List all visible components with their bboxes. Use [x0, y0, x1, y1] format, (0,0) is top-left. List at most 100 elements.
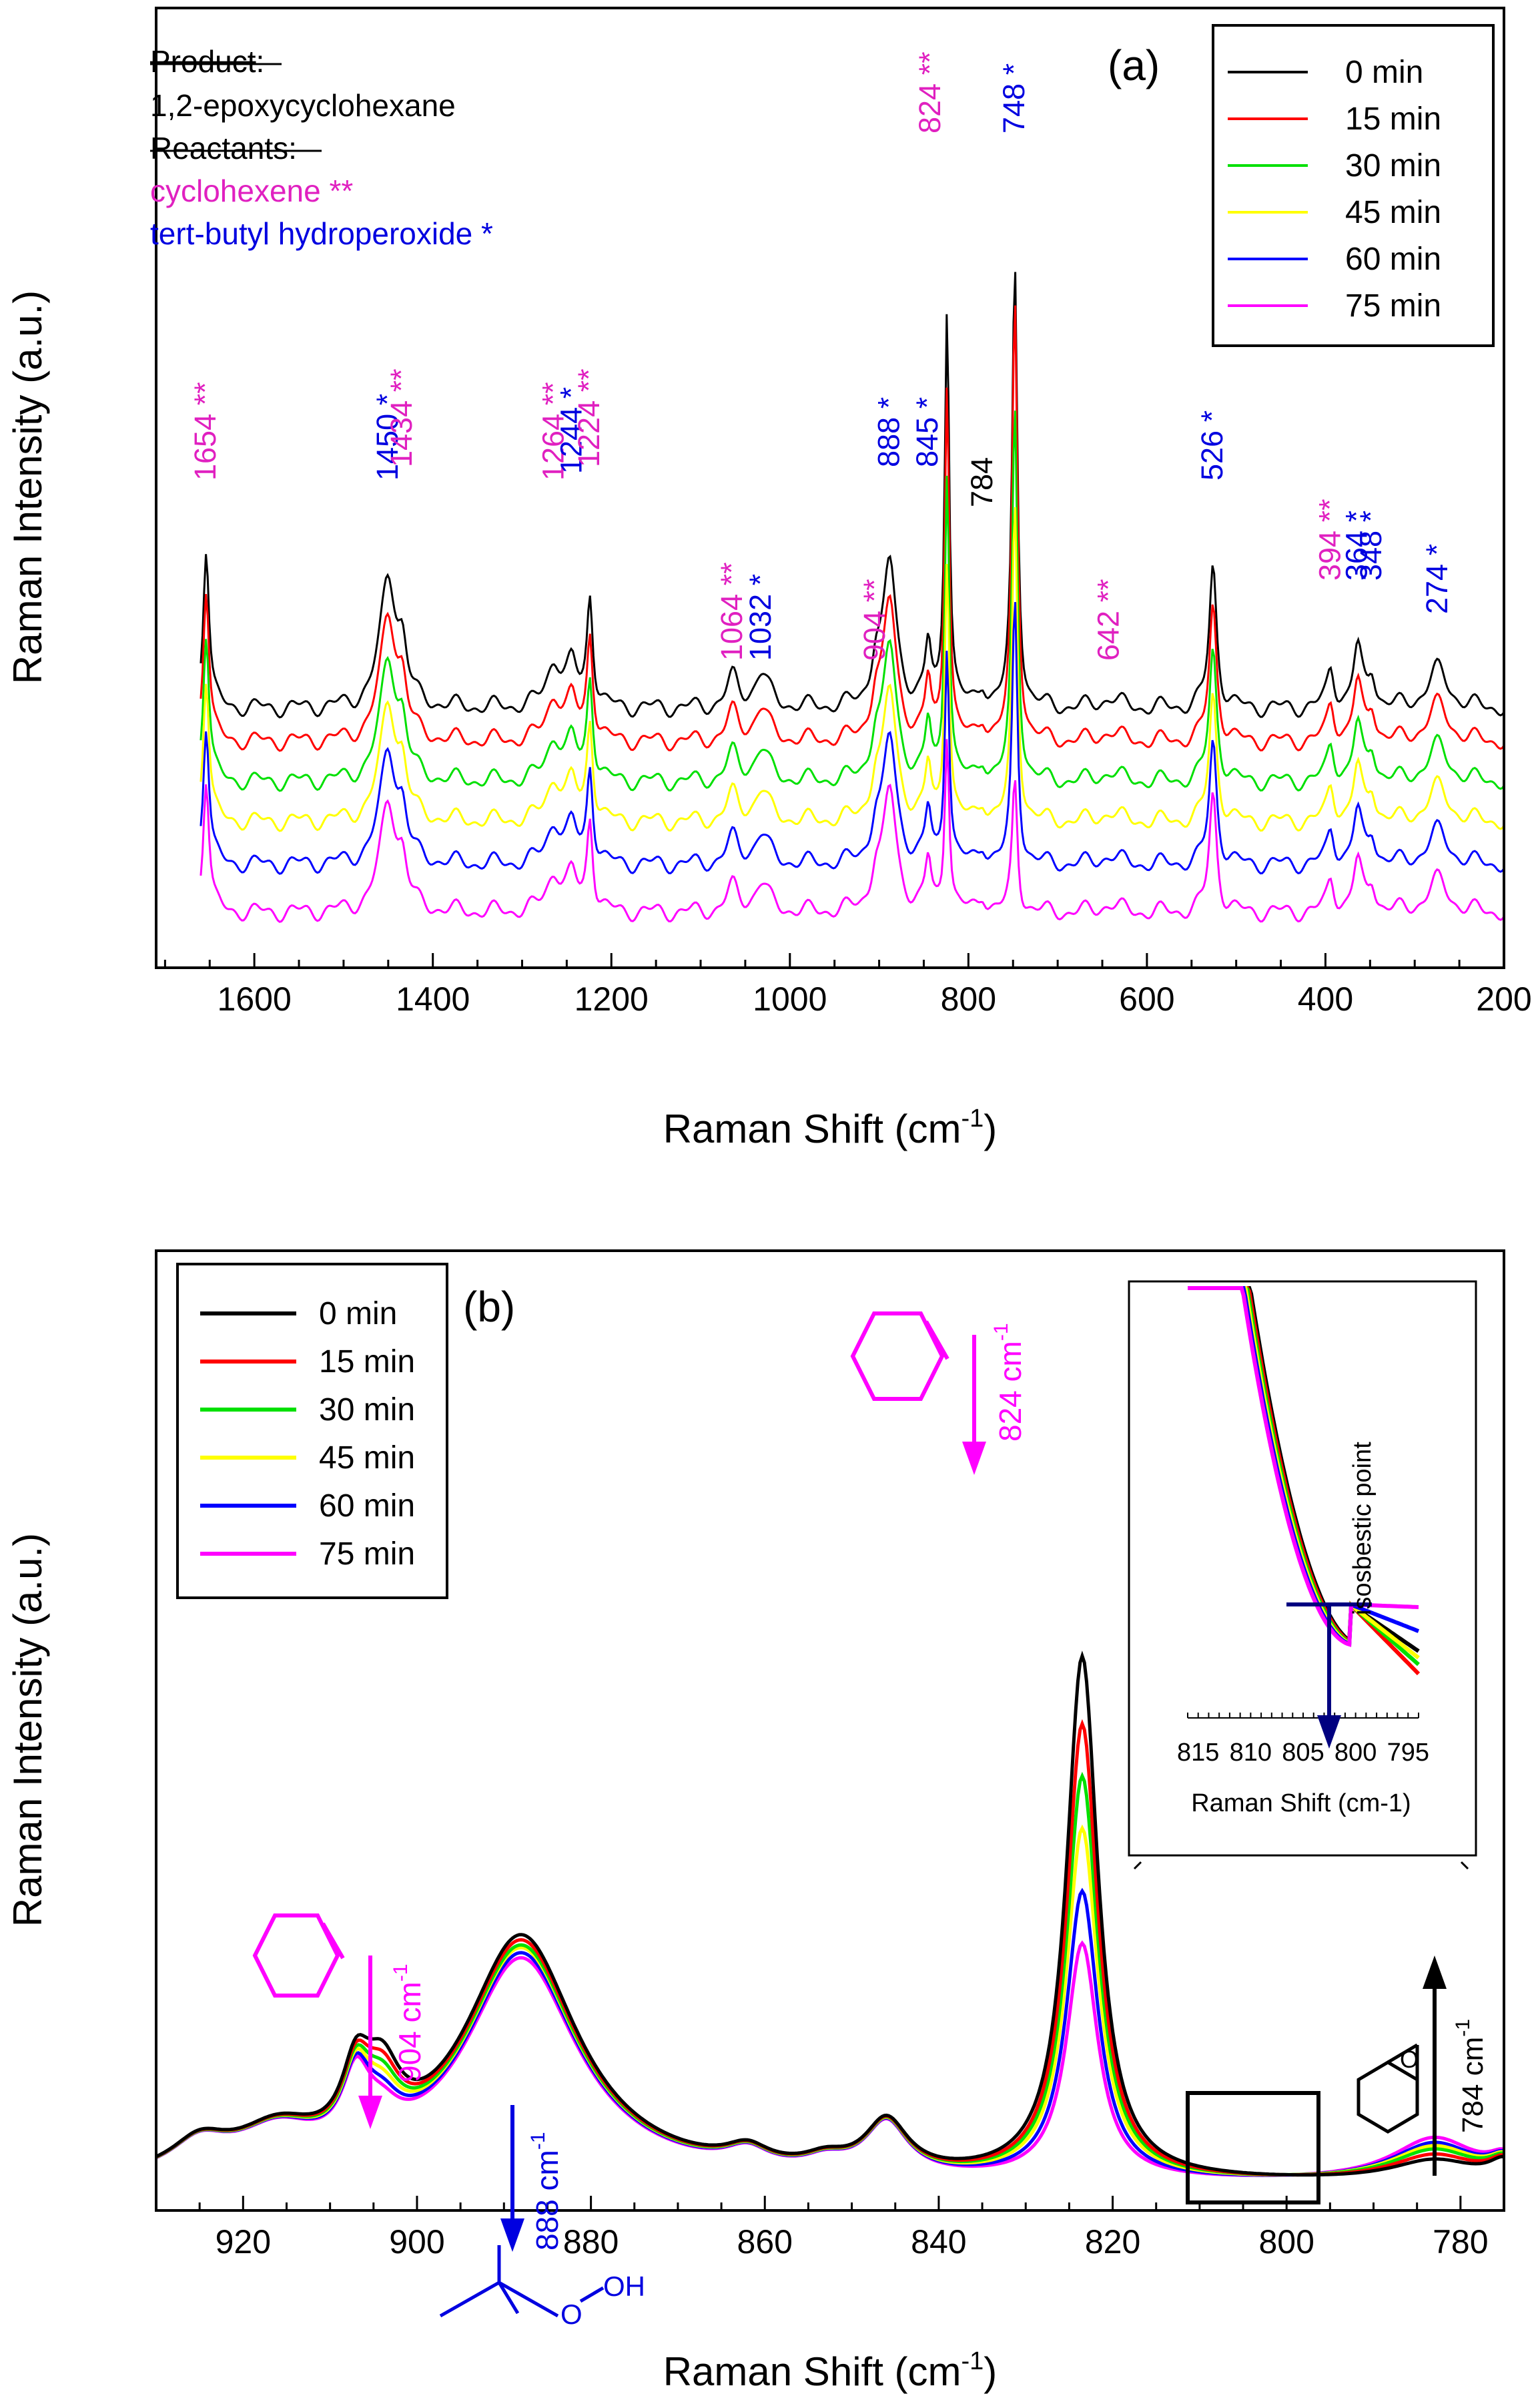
- panel-a-plot-frame: [155, 7, 1505, 969]
- inset-tick-label: 810: [1230, 1739, 1272, 1767]
- annotation-784-text: 784 cm-1: [1452, 2019, 1489, 2133]
- panel-a-peak-label: 364 *: [1340, 511, 1374, 581]
- zoom-connector-right: [1460, 1861, 1469, 1870]
- cyclohexene-structure-904-icon: [252, 1913, 340, 1998]
- panel-a-tick-label: 400: [1298, 980, 1353, 1018]
- arrow-824-down-icon: [962, 1442, 986, 1475]
- annotation-904-text: 904 cm-1: [390, 1964, 427, 2082]
- panel-a-label: (a): [1108, 41, 1160, 89]
- panel-a-peak-label: 394 **: [1312, 499, 1346, 581]
- isosbestic-inset: 815 810 805 800 795 isosbestic point Raman S…: [1128, 1280, 1477, 1857]
- reactants-heading: Reactants:: [150, 131, 297, 166]
- inset-tick-label: 805: [1282, 1739, 1324, 1767]
- panel-b-tick-label: 800: [1258, 2223, 1314, 2261]
- panel-a-peak-label: 1244 *: [554, 387, 588, 474]
- panel-a-x-ticks: 1600 1400 1200 1000 800 600 400 200: [163, 953, 1532, 1018]
- panel-a-peak-label: 526 *: [1195, 410, 1229, 481]
- panel-b-series-group: [155, 1651, 1505, 2177]
- panel-b-legend-label: 60 min: [319, 1488, 415, 1524]
- annotation-824: 824 cm-1: [850, 1311, 1028, 1475]
- panel-a-y-axis-title: Raman Intensity (a.u.): [5, 290, 50, 684]
- panel-a-series-line: [200, 739, 1505, 923]
- panel-a-peak-label: 1032 *: [743, 574, 777, 661]
- panel-a-tick-label: 200: [1476, 980, 1531, 1018]
- product-heading: Product:: [150, 44, 264, 79]
- inset-series-group: [1188, 1286, 1421, 1676]
- cyclohexene-double-bond-904-icon: [321, 1922, 345, 1960]
- panel-a-peak-labels: 1654 ** 1450 *1434 ** 1264 **1244 *1224 **…: [188, 51, 1454, 661]
- panel-a-peak-label: 888 *: [872, 397, 906, 467]
- cyclohexene-double-bond-icon: [924, 1320, 949, 1360]
- isosbestic-arrow-icon: [1317, 1715, 1341, 1749]
- panel-a-tick-label: 1600: [218, 980, 292, 1018]
- panel-a-peak-label: 1450 *: [370, 394, 404, 481]
- panel-a-key: Product: 1,2-epoxycyclohexane Reactants:…: [150, 44, 493, 251]
- panel-b: 920 900 880 860 840 820 800 780 (b) 0 min 15 min…: [5, 1249, 1505, 2394]
- inset-x-ticks: 815 810 805 800 795: [1177, 1713, 1429, 1767]
- panel-a-legend-box: [1212, 24, 1495, 347]
- panel-a-peak-label: 748 *: [997, 63, 1031, 133]
- panel-b-legend-label: 75 min: [319, 1536, 415, 1572]
- tbhp-oh-label: OH: [603, 2271, 645, 2302]
- panel-b-tick-label: 900: [389, 2223, 444, 2261]
- panel-b-legend-box: [176, 1263, 448, 1599]
- panel-a-peak-label: 1434 **: [384, 368, 418, 467]
- product-name: 1,2-epoxycyclohexane: [150, 88, 456, 123]
- panel-a-legend-label: 45 min: [1345, 195, 1441, 230]
- annotation-888-text: 888 cm-1: [527, 2132, 564, 2251]
- reactant-cyclohexene: cyclohexene **: [150, 174, 353, 208]
- panel-a-peak-label: 904 **: [857, 579, 891, 661]
- panel-a-tick-label: 1400: [396, 980, 470, 1018]
- inset-tick-label: 800: [1334, 1739, 1377, 1767]
- annotation-904: 904 cm-1: [252, 1913, 427, 2129]
- panel-b-plot-frame: [155, 1249, 1505, 2212]
- panel-a-peak-label: 348 *: [1354, 511, 1388, 581]
- panel-b-legend-label: 15 min: [319, 1344, 415, 1380]
- panel-b-legend-label: 0 min: [319, 1296, 397, 1331]
- panel-b-legend: 0 min 15 min 30 min 45 min 60 min 75 min: [176, 1263, 448, 1599]
- zoom-connector-left: [1133, 1861, 1142, 1870]
- panel-b-tick-label: 920: [216, 2223, 271, 2261]
- panel-b-x-axis-title: Raman Shift (cm-1): [663, 2347, 998, 2394]
- panel-b-legend-label: 45 min: [319, 1440, 415, 1476]
- panel-a-tick-label: 600: [1119, 980, 1174, 1018]
- epoxide-o-label: O: [1400, 2046, 1419, 2073]
- panel-a-tick-label: 800: [941, 980, 996, 1018]
- arrow-904-down-icon: [358, 2096, 382, 2129]
- cyclohexene-structure-icon: [850, 1311, 945, 1401]
- annotation-888: 888 cm-1 O OH: [439, 2105, 645, 2330]
- panel-a-peak-label: 824 **: [913, 51, 947, 133]
- panel-b-y-axis-title: Raman Intensity (a.u.): [5, 1533, 50, 1927]
- arrow-888-down-icon: [500, 2218, 524, 2252]
- panel-a-peak-label: 1654 **: [188, 382, 222, 481]
- tbhp-structure-icon: [439, 2245, 605, 2318]
- panel-a-series-line: [200, 602, 1505, 875]
- panel-a-peak-label: 274 *: [1420, 544, 1454, 614]
- reactant-tbhp: tert-butyl hydroperoxide *: [150, 216, 493, 251]
- panel-a-peak-label: 642 **: [1092, 579, 1126, 661]
- panel-a-legend-label: 0 min: [1345, 55, 1423, 90]
- panel-a-series-line: [200, 410, 1505, 792]
- panel-a-series-line: [200, 272, 1505, 719]
- panel-a-peak-label: 845 *: [910, 397, 944, 467]
- panel-a-legend-label: 30 min: [1345, 148, 1441, 184]
- panel-a-peak-label: 784: [965, 457, 999, 507]
- inset-tick-label: 795: [1387, 1739, 1429, 1767]
- panel-a-peak-label: 1064 **: [715, 562, 749, 661]
- zoom-region-box: [1186, 2091, 1320, 2204]
- panel-a-peak-label: 1264 **: [536, 382, 570, 481]
- panel-b-tick-label: 820: [1085, 2223, 1140, 2261]
- panel-a-legend-label: 60 min: [1345, 242, 1441, 277]
- panel-b-legend-label: 30 min: [319, 1392, 415, 1428]
- tbhp-o-label: O: [560, 2299, 583, 2330]
- panel-a-x-axis-title: Raman Shift (cm-1): [663, 1105, 998, 1151]
- panel-b-tick-label: 880: [563, 2223, 619, 2261]
- annotation-784: O 784 cm-1: [1357, 1956, 1489, 2176]
- isosbestic-label: isosbestic point: [1349, 1442, 1377, 1615]
- inset-tick-label: 815: [1177, 1739, 1219, 1767]
- panel-a-legend-label: 15 min: [1345, 101, 1441, 137]
- panel-a-tick-label: 1200: [574, 980, 649, 1018]
- panel-b-tick-label: 840: [911, 2223, 966, 2261]
- panel-b-tick-label: 780: [1433, 2223, 1488, 2261]
